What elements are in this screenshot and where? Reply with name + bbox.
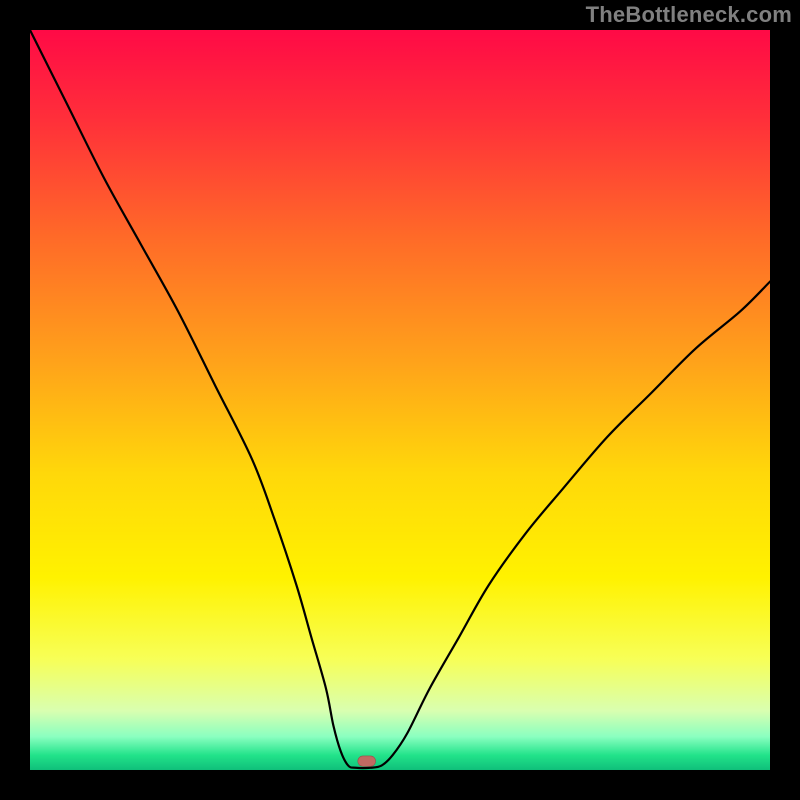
chart-panel <box>30 30 770 770</box>
chart-stage: TheBottleneck.com <box>0 0 800 800</box>
chart-background-gradient <box>30 30 770 770</box>
bottleneck-curve-chart <box>30 30 770 770</box>
optimal-point-marker <box>358 756 376 766</box>
watermark-text: TheBottleneck.com <box>586 2 792 28</box>
